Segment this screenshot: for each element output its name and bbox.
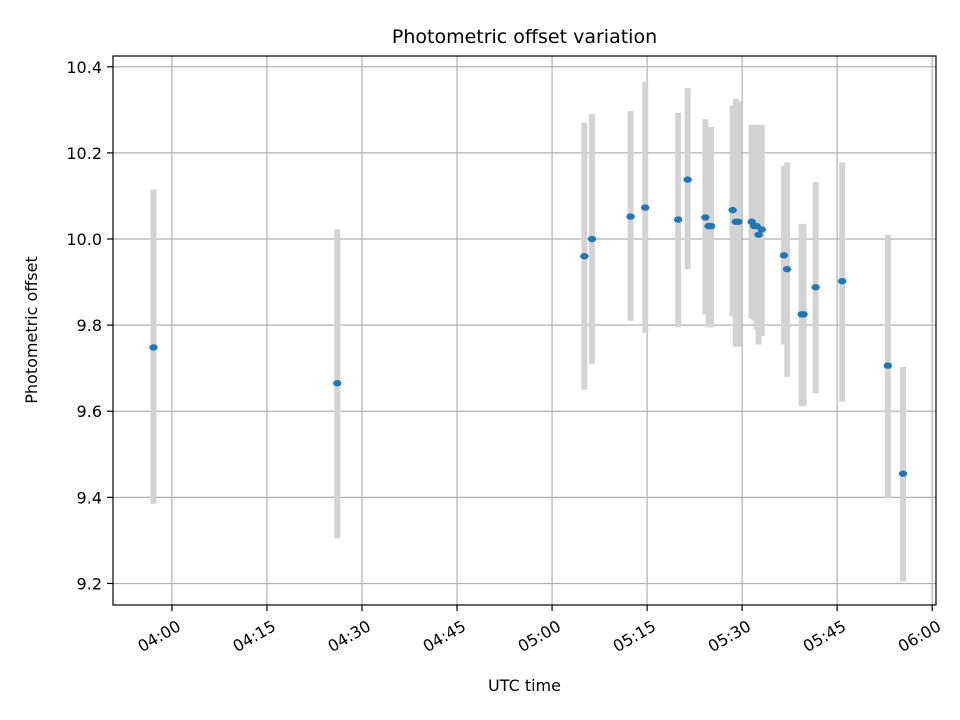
data-point	[640, 204, 650, 211]
data-point	[898, 470, 908, 477]
data-point	[587, 235, 597, 243]
y-tick-label: 9.2	[77, 574, 102, 593]
data-point	[333, 380, 342, 387]
data-point	[883, 362, 893, 369]
y-tick-label: 9.4	[77, 488, 102, 507]
data-point	[149, 344, 158, 351]
data-point	[779, 252, 789, 259]
data-point	[626, 213, 635, 220]
data-point	[734, 218, 743, 225]
data-point	[706, 222, 716, 230]
data-points	[149, 176, 908, 477]
data-point	[782, 265, 792, 273]
y-axis-label: Photometric offset	[22, 256, 41, 404]
plot-frame	[112, 55, 937, 606]
data-point	[683, 176, 692, 183]
data-point	[799, 311, 808, 318]
data-point	[811, 284, 820, 291]
data-point	[673, 216, 683, 223]
chart-title: Photometric offset variation	[392, 26, 657, 48]
y-tick-label: 9.6	[77, 402, 102, 421]
y-tick-label: 9.8	[77, 316, 102, 335]
data-point	[757, 226, 766, 233]
y-axis: 9.2 9.4 9.6 9.8 10.0 10.2 10.4	[66, 58, 113, 593]
y-tick-label: 10.2	[66, 144, 102, 163]
y-tick-label: 10.0	[66, 230, 102, 249]
x-axis-label: UTC time	[488, 676, 561, 695]
grid	[113, 56, 936, 605]
data-point	[728, 206, 737, 214]
data-point	[754, 231, 763, 238]
data-point	[580, 253, 589, 260]
data-point	[701, 214, 710, 221]
y-tick-label: 10.4	[66, 58, 102, 77]
data-point	[838, 277, 847, 285]
